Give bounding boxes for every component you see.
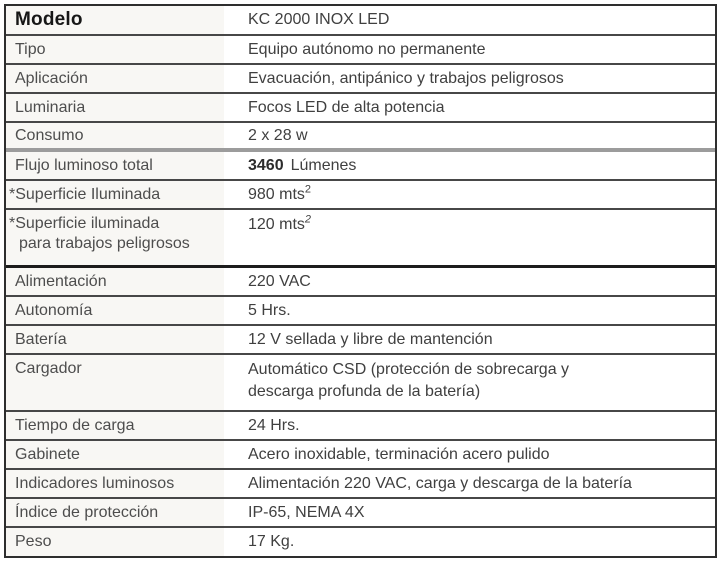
spec-label: Luminaria xyxy=(15,98,86,116)
spec-label: Cargador xyxy=(15,360,82,377)
spec-row-indice-proteccion: Índice de protección IP-65, NEMA 4X xyxy=(6,499,715,528)
spec-value-cell: 5 Hrs. xyxy=(224,297,715,324)
spec-row-gabinete: Gabinete Acero inoxidable, terminación a… xyxy=(6,441,715,470)
spec-row-luminaria: Luminaria Focos LED de alta potencia xyxy=(6,94,715,123)
spec-value-superscript: 2 xyxy=(304,183,312,196)
spec-value: 17 Kg. xyxy=(248,533,295,551)
spec-value: 24 Hrs. xyxy=(248,416,300,434)
spec-value: 12 V sellada y libre de mantención xyxy=(248,330,493,348)
spec-label: Gabinete xyxy=(15,445,80,463)
spec-row-tiempo-carga: Tiempo de carga 24 Hrs. xyxy=(6,412,715,441)
spec-value-cell: KC 2000 INOX LED xyxy=(224,6,715,34)
spec-value: 220 VAC xyxy=(248,272,311,290)
spec-value-cell: 220 VAC xyxy=(224,268,715,295)
spec-table: Modelo KC 2000 INOX LED Tipo Equipo autó… xyxy=(4,4,717,558)
spec-row-bateria: Batería 12 V sellada y libre de mantenci… xyxy=(6,326,715,355)
spec-value: 5 Hrs. xyxy=(248,301,291,319)
spec-label-cell: Tiempo de carga xyxy=(6,412,224,439)
spec-label-cell: Modelo xyxy=(6,6,224,34)
spec-value: IP-65, NEMA 4X xyxy=(248,503,365,521)
spec-label: Índice de protección xyxy=(15,503,159,521)
spec-value-cell: Alimentación 220 VAC, carga y descarga d… xyxy=(224,470,715,497)
spec-label-cell: *Superficie iluminada para trabajos peli… xyxy=(6,210,224,265)
spec-label-cell: Gabinete xyxy=(6,441,224,468)
spec-label: Peso xyxy=(15,533,52,551)
spec-value-cell: Automático CSD (protección de sobrecarga… xyxy=(224,355,715,410)
spec-label: Flujo luminoso total xyxy=(15,156,153,174)
spec-label: Autonomía xyxy=(15,301,93,319)
spec-value: 980 mts2 xyxy=(248,183,312,203)
spec-row-tipo: Tipo Equipo autónomo no permanente xyxy=(6,36,715,65)
spec-label: Tiempo de carga xyxy=(15,416,135,434)
spec-value-cell: 12 V sellada y libre de mantención xyxy=(224,326,715,353)
spec-row-modelo: Modelo KC 2000 INOX LED xyxy=(6,6,715,36)
spec-value: Equipo autónomo no permanente xyxy=(248,40,486,58)
spec-label-cell: Peso xyxy=(6,528,224,556)
spec-label: *Superficie Iluminada xyxy=(9,185,161,203)
spec-row-consumo: Consumo 2 x 28 w xyxy=(6,123,715,152)
spec-label-cell: Indicadores luminosos xyxy=(6,470,224,497)
spec-value: Acero inoxidable, terminación acero puli… xyxy=(248,445,550,463)
spec-value-cell: 980 mts2 xyxy=(224,181,715,208)
spec-value-superscript: 2 xyxy=(304,213,312,226)
spec-label-cell: Tipo xyxy=(6,36,224,63)
spec-label-cell: *Superficie Iluminada xyxy=(6,181,224,208)
spec-label: Batería xyxy=(15,330,67,348)
spec-value-cell: Acero inoxidable, terminación acero puli… xyxy=(224,441,715,468)
spec-value: Focos LED de alta potencia xyxy=(248,98,445,116)
spec-value-cell: 24 Hrs. xyxy=(224,412,715,439)
spec-label-cell: Flujo luminoso total xyxy=(6,152,224,179)
spec-value-cell: Evacuación, antipánico y trabajos peligr… xyxy=(224,65,715,92)
spec-label: Indicadores luminosos xyxy=(15,474,175,492)
spec-value-cell: 17 Kg. xyxy=(224,528,715,556)
spec-label: *Superficie iluminada xyxy=(9,215,160,232)
spec-value-line1: Automático CSD (protección de sobrecarga… xyxy=(248,361,570,378)
spec-label-line2: para trabajos peligrosos xyxy=(19,234,190,252)
spec-label-cell: Aplicación xyxy=(6,65,224,92)
spec-value: Evacuación, antipánico y trabajos peligr… xyxy=(248,69,564,87)
spec-label-cell: Cargador xyxy=(6,355,224,410)
spec-row-cargador: Cargador Automático CSD (protección de s… xyxy=(6,355,715,412)
spec-value-cell: 120 mts2 xyxy=(224,210,715,265)
spec-label-cell: Luminaria xyxy=(6,94,224,121)
spec-row-superficie-iluminada: *Superficie Iluminada 980 mts2 xyxy=(6,181,715,210)
spec-value-cell: 3460 Lúmenes xyxy=(224,152,715,179)
spec-label-cell: Autonomía xyxy=(6,297,224,324)
spec-value: 3460 Lúmenes xyxy=(248,155,711,177)
spec-value-cell: IP-65, NEMA 4X xyxy=(224,499,715,526)
spec-row-indicadores: Indicadores luminosos Alimentación 220 V… xyxy=(6,470,715,499)
spec-value-cell: Equipo autónomo no permanente xyxy=(224,36,715,63)
spec-label: Modelo xyxy=(15,9,83,31)
spec-row-flujo-luminoso: Flujo luminoso total 3460 Lúmenes xyxy=(6,152,715,181)
spec-row-alimentacion: Alimentación 220 VAC xyxy=(6,268,715,297)
spec-value-number: 3460 xyxy=(248,156,284,174)
spec-value-cell: 2 x 28 w xyxy=(224,123,715,148)
spec-value: 2 x 28 w xyxy=(248,126,308,144)
spec-row-autonomia: Autonomía 5 Hrs. xyxy=(6,297,715,326)
spec-row-peso: Peso 17 Kg. xyxy=(6,528,715,556)
spec-value: Alimentación 220 VAC, carga y descarga d… xyxy=(248,474,632,492)
spec-label-cell: Índice de protección xyxy=(6,499,224,526)
spec-value-unit: Lúmenes xyxy=(290,156,357,174)
spec-label: Alimentación xyxy=(15,272,107,290)
spec-value: 120 mts2 xyxy=(248,213,312,233)
spec-value: KC 2000 INOX LED xyxy=(248,11,390,29)
spec-label: Consumo xyxy=(15,126,84,144)
spec-label-cell: Alimentación xyxy=(6,268,224,295)
spec-row-aplicacion: Aplicación Evacuación, antipánico y trab… xyxy=(6,65,715,94)
spec-row-superficie-trabajos: *Superficie iluminada para trabajos peli… xyxy=(6,210,715,268)
spec-label-cell: Consumo xyxy=(6,123,224,148)
spec-label: Tipo xyxy=(15,40,46,58)
spec-label: Aplicación xyxy=(15,69,88,87)
spec-value-line2: descarga profunda de la batería) xyxy=(248,382,481,400)
spec-value-cell: Focos LED de alta potencia xyxy=(224,94,715,121)
spec-label-cell: Batería xyxy=(6,326,224,353)
